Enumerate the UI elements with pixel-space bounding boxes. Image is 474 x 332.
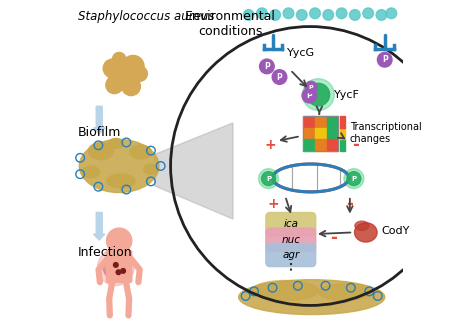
- Ellipse shape: [239, 280, 385, 315]
- Bar: [303, 139, 315, 151]
- Circle shape: [256, 8, 267, 19]
- Circle shape: [109, 260, 123, 275]
- Bar: [315, 128, 327, 139]
- Ellipse shape: [144, 164, 158, 174]
- Text: -: -: [346, 195, 353, 213]
- Circle shape: [103, 255, 128, 280]
- Circle shape: [243, 10, 254, 20]
- Circle shape: [109, 62, 137, 90]
- Circle shape: [296, 10, 307, 20]
- Ellipse shape: [355, 221, 369, 230]
- Circle shape: [376, 10, 387, 20]
- Circle shape: [336, 8, 347, 19]
- Circle shape: [121, 269, 126, 273]
- Bar: [340, 116, 345, 128]
- FancyBboxPatch shape: [107, 250, 132, 283]
- Bar: [315, 139, 327, 151]
- Ellipse shape: [252, 281, 319, 300]
- Text: +: +: [264, 138, 276, 152]
- Circle shape: [272, 70, 287, 84]
- Text: CodY: CodY: [382, 226, 410, 236]
- Text: P: P: [264, 62, 270, 71]
- Bar: [340, 128, 345, 139]
- Ellipse shape: [82, 166, 100, 178]
- Circle shape: [116, 270, 121, 275]
- Text: P: P: [277, 72, 283, 82]
- Circle shape: [112, 52, 126, 66]
- Bar: [327, 116, 338, 128]
- Text: agr: agr: [282, 250, 300, 260]
- Text: Infection: Infection: [78, 246, 132, 259]
- Circle shape: [349, 10, 360, 20]
- FancyBboxPatch shape: [266, 212, 316, 236]
- Circle shape: [113, 263, 118, 267]
- Bar: [303, 128, 315, 139]
- Circle shape: [132, 66, 147, 81]
- Circle shape: [122, 77, 140, 96]
- Ellipse shape: [130, 145, 152, 159]
- Text: Transcriptional
changes: Transcriptional changes: [350, 122, 422, 144]
- Bar: [340, 139, 345, 151]
- Bar: [303, 116, 315, 128]
- Text: Biofilm: Biofilm: [78, 126, 121, 139]
- Text: P: P: [351, 176, 356, 182]
- Text: +: +: [268, 197, 279, 211]
- Circle shape: [270, 10, 281, 20]
- Circle shape: [377, 52, 392, 67]
- Ellipse shape: [109, 138, 123, 148]
- Circle shape: [260, 59, 274, 74]
- Text: YycF: YycF: [334, 90, 359, 100]
- Circle shape: [307, 83, 329, 106]
- Circle shape: [386, 8, 397, 19]
- Text: nuc: nuc: [281, 235, 301, 245]
- Text: P: P: [309, 85, 313, 90]
- Text: YycG: YycG: [287, 48, 315, 58]
- Circle shape: [107, 228, 132, 253]
- Text: P: P: [382, 55, 388, 64]
- Circle shape: [106, 76, 123, 94]
- Ellipse shape: [79, 139, 159, 193]
- FancyBboxPatch shape: [266, 243, 316, 267]
- Circle shape: [310, 8, 320, 19]
- FancyArrow shape: [93, 106, 105, 134]
- Bar: [327, 128, 338, 139]
- Text: Environmental
conditions: Environmental conditions: [185, 10, 276, 38]
- Circle shape: [262, 172, 275, 186]
- FancyBboxPatch shape: [266, 228, 316, 251]
- Bar: [303, 116, 338, 151]
- Circle shape: [323, 10, 334, 20]
- Circle shape: [302, 79, 334, 111]
- Ellipse shape: [89, 142, 113, 160]
- Text: Staphylococcus aureus: Staphylococcus aureus: [78, 10, 214, 23]
- Ellipse shape: [355, 223, 377, 242]
- Text: ica: ica: [283, 219, 298, 229]
- Text: -: -: [352, 136, 359, 154]
- Circle shape: [103, 59, 122, 78]
- Ellipse shape: [319, 284, 372, 300]
- Circle shape: [305, 81, 317, 93]
- Circle shape: [283, 8, 294, 19]
- Text: P: P: [266, 176, 271, 182]
- Bar: [315, 116, 327, 128]
- Circle shape: [347, 172, 361, 186]
- Text: -: -: [330, 229, 337, 247]
- Circle shape: [344, 169, 364, 189]
- FancyArrow shape: [93, 212, 105, 240]
- Text: P: P: [307, 91, 312, 100]
- Circle shape: [122, 55, 144, 77]
- Ellipse shape: [107, 174, 135, 188]
- Circle shape: [302, 88, 317, 103]
- Circle shape: [98, 249, 134, 286]
- Circle shape: [363, 8, 374, 19]
- Circle shape: [259, 169, 279, 189]
- Polygon shape: [155, 123, 233, 219]
- Bar: [327, 139, 338, 151]
